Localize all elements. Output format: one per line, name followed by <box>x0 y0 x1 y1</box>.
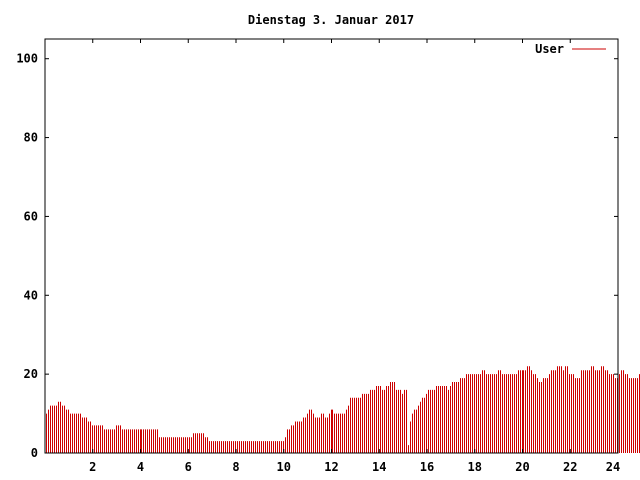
x-tick-label: 16 <box>420 460 434 474</box>
y-axis: 0 20 40 60 80 100 <box>16 52 618 460</box>
x-tick-label: 4 <box>137 460 144 474</box>
x-tick-label: 2 <box>89 460 96 474</box>
legend-label-user: User <box>535 42 564 56</box>
y-tick-label: 100 <box>16 52 38 66</box>
x-tick-label: 22 <box>563 460 577 474</box>
x-axis: 2 4 6 8 10 12 14 16 18 20 22 24 <box>89 39 620 474</box>
x-tick-label: 18 <box>468 460 482 474</box>
x-tick-label: 6 <box>185 460 192 474</box>
y-tick-label: 80 <box>24 131 38 145</box>
plot-frame <box>44 38 619 454</box>
x-tick-label: 24 <box>606 460 620 474</box>
x-tick-label: 10 <box>277 460 291 474</box>
y-tick-label: 20 <box>24 367 38 381</box>
y-tick-label: 60 <box>24 209 38 223</box>
x-tick-label: 20 <box>515 460 529 474</box>
x-tick-label: 8 <box>232 460 239 474</box>
y-tick-label: 0 <box>31 446 38 460</box>
legend: User <box>535 42 606 56</box>
x-tick-label: 12 <box>324 460 338 474</box>
y-tick-label: 40 <box>24 288 38 302</box>
chart-title: Dienstag 3. Januar 2017 <box>248 13 414 27</box>
bar-series-user <box>46 366 640 453</box>
x-tick-label: 14 <box>372 460 386 474</box>
